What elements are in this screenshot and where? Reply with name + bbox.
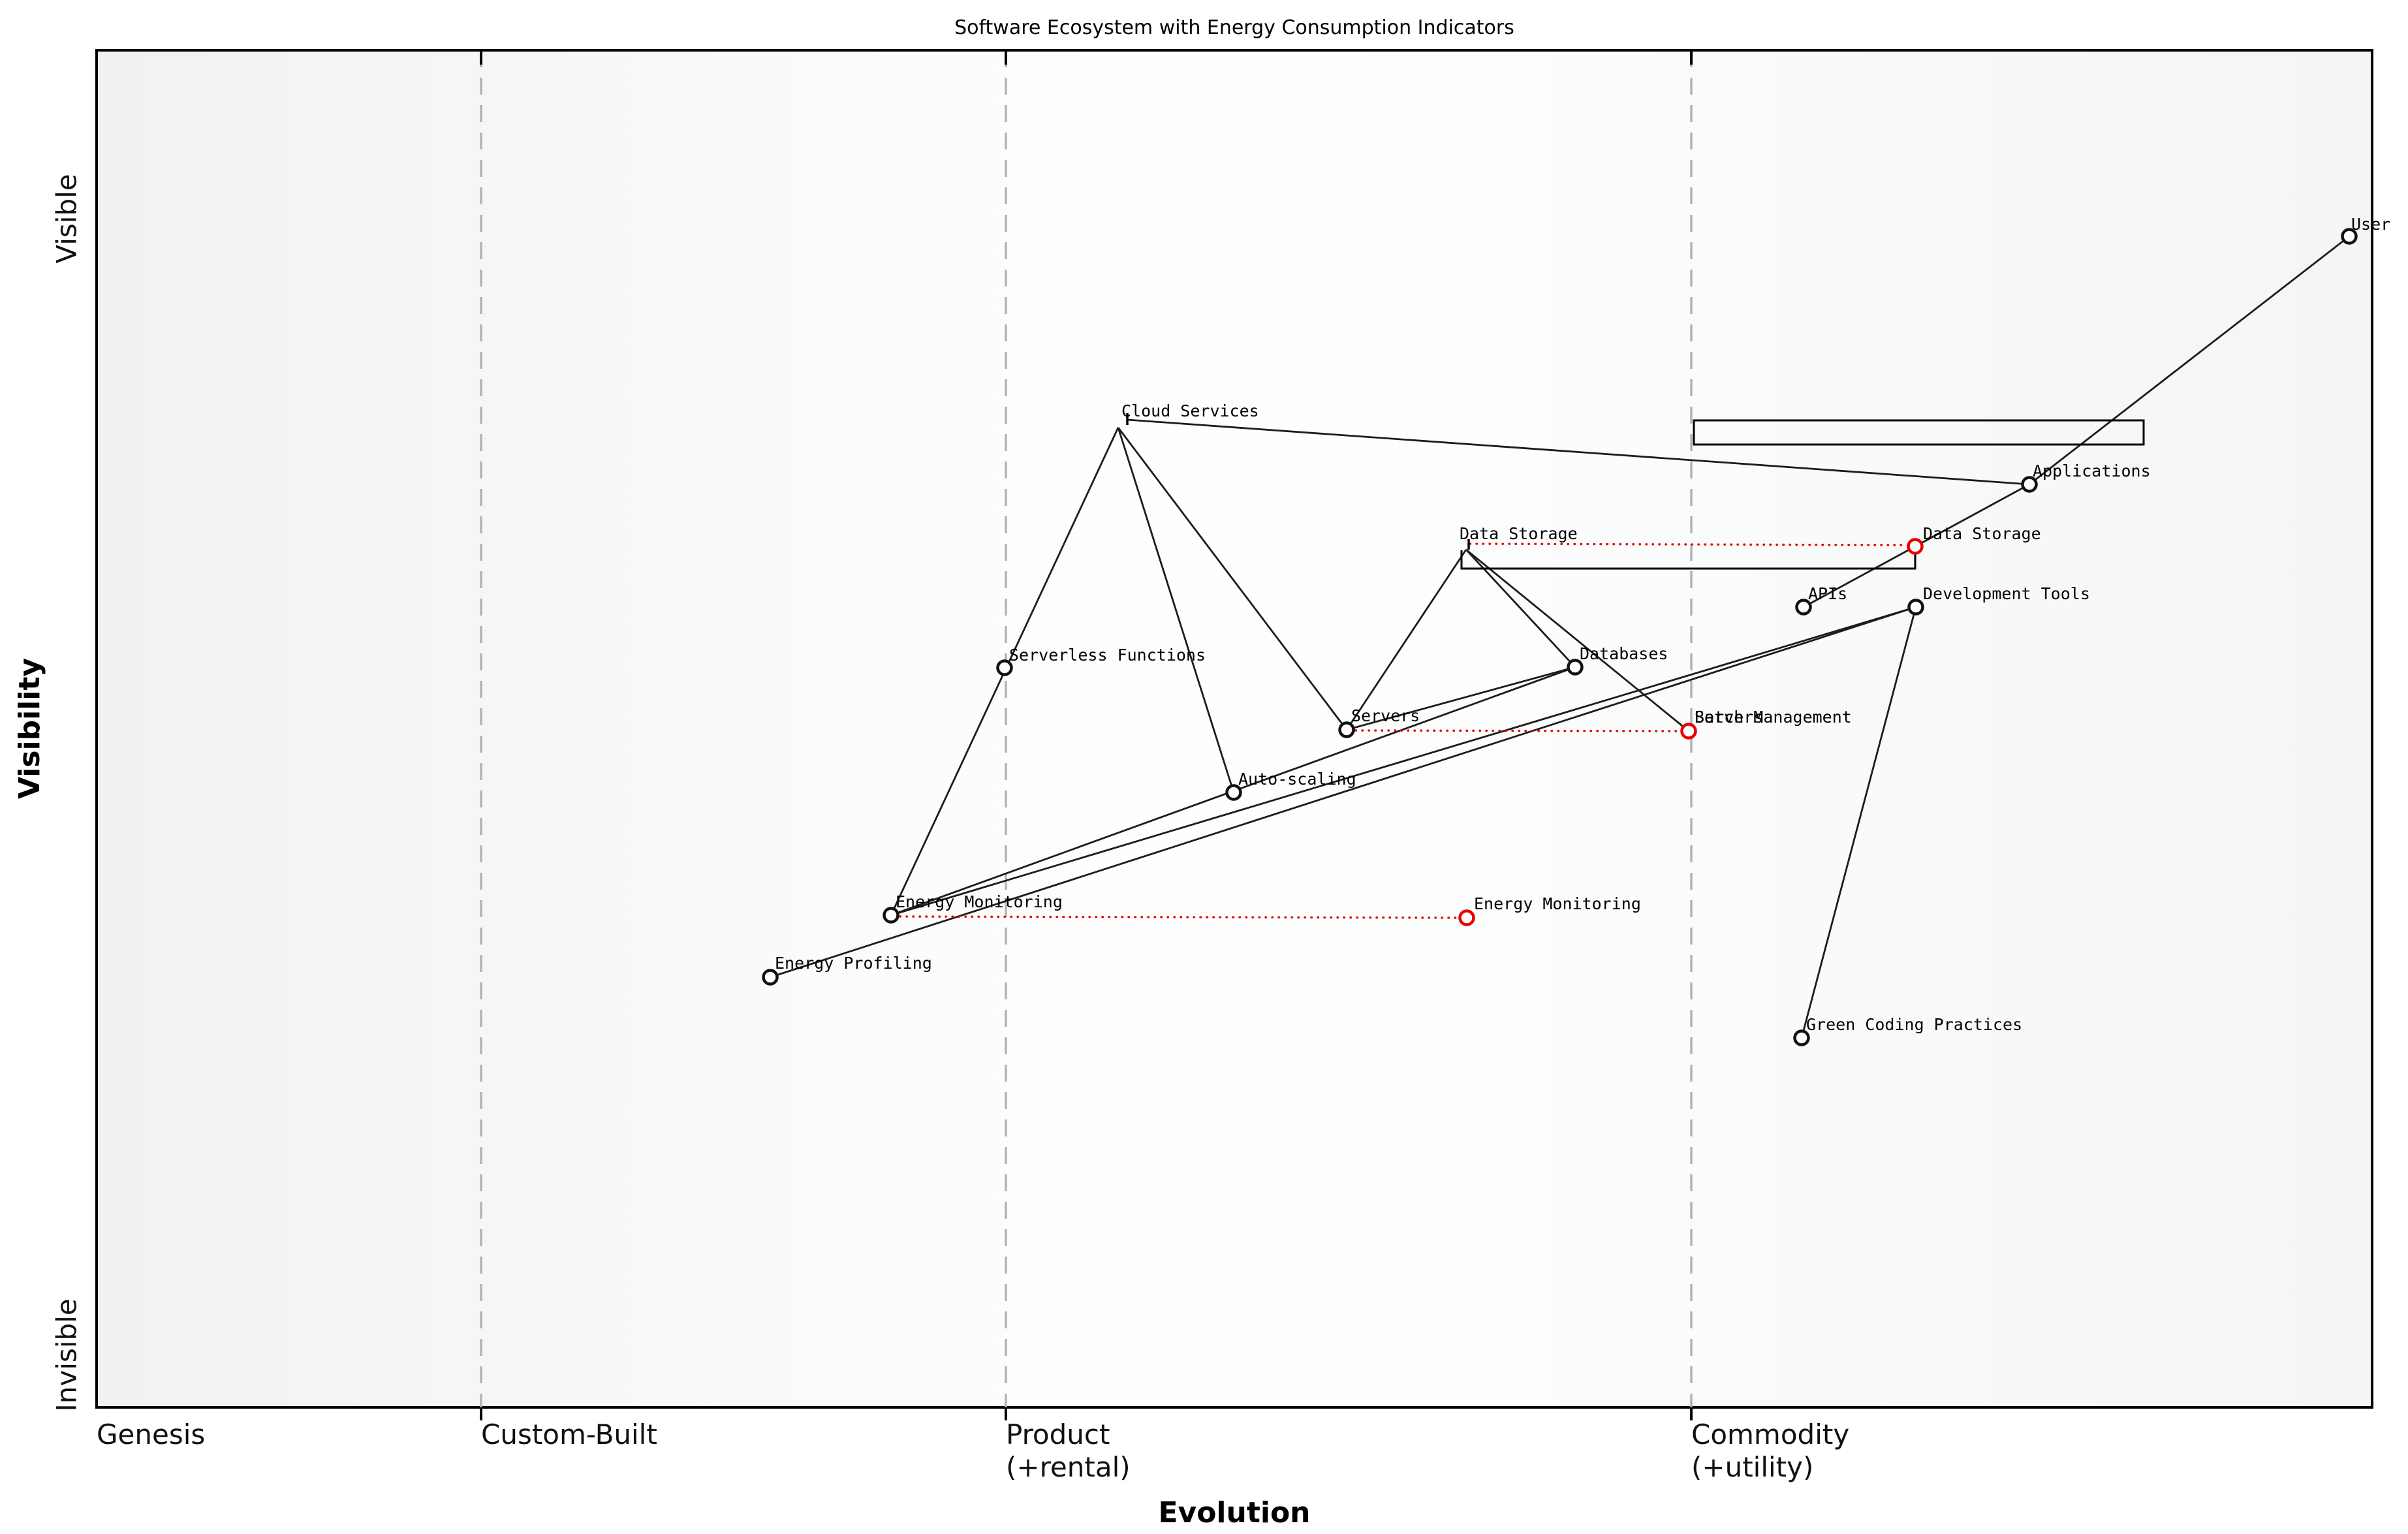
y-tick-invisible: Invisible xyxy=(50,1298,82,1411)
node-marker-development-tools xyxy=(1907,599,1924,616)
node-label-data-storage: Data Storage xyxy=(1460,524,1578,543)
node-label-auto-scaling: Auto-scaling xyxy=(1238,770,1356,789)
node-label-cloud-services: Cloud Services xyxy=(1121,401,1259,420)
node-label-development-tools: Development Tools xyxy=(1923,584,2090,603)
node-marker-applications xyxy=(2021,476,2038,493)
node-label-databases: Databases xyxy=(1580,644,1668,663)
evolution-line-servers xyxy=(1354,729,1680,732)
node-marker-user xyxy=(2341,228,2358,245)
node-label-energy-profiling: Energy Profiling xyxy=(775,954,932,973)
x-tick-genesis: Genesis xyxy=(97,1418,205,1450)
evolution-line-data-storage xyxy=(1469,542,1907,546)
edge-user--applications xyxy=(2029,235,2350,486)
pipeline-box-2 xyxy=(1460,550,1916,570)
node-label-apis: APIs xyxy=(1808,584,1847,603)
node-label-user: User xyxy=(2351,215,2390,234)
edge-green-coding-practices--development-tools xyxy=(1800,606,1917,1039)
plot-border xyxy=(95,49,2373,1409)
edge-data-storage--databases xyxy=(1465,549,1576,668)
x-tick-commodity: Commodity xyxy=(1691,1418,1849,1450)
node-label-servers-evolved: Servers xyxy=(1695,708,1763,727)
node-marker-energy-monitoring xyxy=(883,907,899,924)
edge-energy-profiling--development-tools xyxy=(770,606,1916,978)
node-marker-energy-monitoring-evolved xyxy=(1458,909,1475,926)
x-axis-label: Evolution xyxy=(1158,1496,1310,1529)
chart-title: Software Ecosystem with Energy Consumpti… xyxy=(954,16,1514,39)
y-tick-visible: Visible xyxy=(50,174,82,263)
node-marker-apis xyxy=(1795,599,1812,616)
edge-cloud-services--applications xyxy=(1127,418,2030,486)
node-label-applications: Applications xyxy=(2033,462,2151,480)
node-marker-servers-evolved xyxy=(1680,723,1697,740)
y-axis-label: Visibility xyxy=(13,658,46,799)
node-marker-databases xyxy=(1567,659,1584,676)
node-label-batch-management: Batch Management xyxy=(1695,708,1852,727)
edge-cloud-services--auto-scaling xyxy=(1117,427,1235,793)
x-tick--rental-: (+rental) xyxy=(1006,1451,1131,1483)
node-label-energy-monitoring: Energy Monitoring xyxy=(896,892,1063,911)
node-label-servers: Servers xyxy=(1351,706,1420,725)
evolution-line-energy-monitoring xyxy=(899,915,1458,919)
plot-background xyxy=(97,50,2372,1407)
pipeline-box-1 xyxy=(1693,419,2145,446)
node-label-serverless-functions: Serverless Functions xyxy=(1009,646,1206,665)
node-label-green-coding-practices: Green Coding Practices xyxy=(1806,1015,2022,1034)
x-tick-product: Product xyxy=(1006,1418,1110,1450)
node-marker-servers xyxy=(1338,721,1355,738)
node-label-data-storage-evolved: Data Storage xyxy=(1923,524,2041,543)
edge-data-storage--servers xyxy=(1345,549,1467,730)
node-marker-data-storage-evolved xyxy=(1907,538,1924,555)
edge-servers--databases xyxy=(1346,666,1576,731)
node-label-energy-monitoring-evolved: Energy Monitoring xyxy=(1474,894,1641,913)
x-tick-custom-built: Custom-Built xyxy=(481,1418,657,1450)
edge-cloud-services--servers xyxy=(1117,427,1348,730)
node-marker-serverless-functions xyxy=(996,659,1013,676)
edge-energy-monitoring--development-tools xyxy=(890,606,1916,916)
node-marker-auto-scaling xyxy=(1225,784,1242,801)
edge-data-storage--batch-management xyxy=(1465,548,1689,732)
node-marker-green-coding-practices xyxy=(1793,1029,1810,1046)
node-marker-energy-profiling xyxy=(762,969,779,986)
x-tick--utility-: (+utility) xyxy=(1691,1451,1813,1483)
